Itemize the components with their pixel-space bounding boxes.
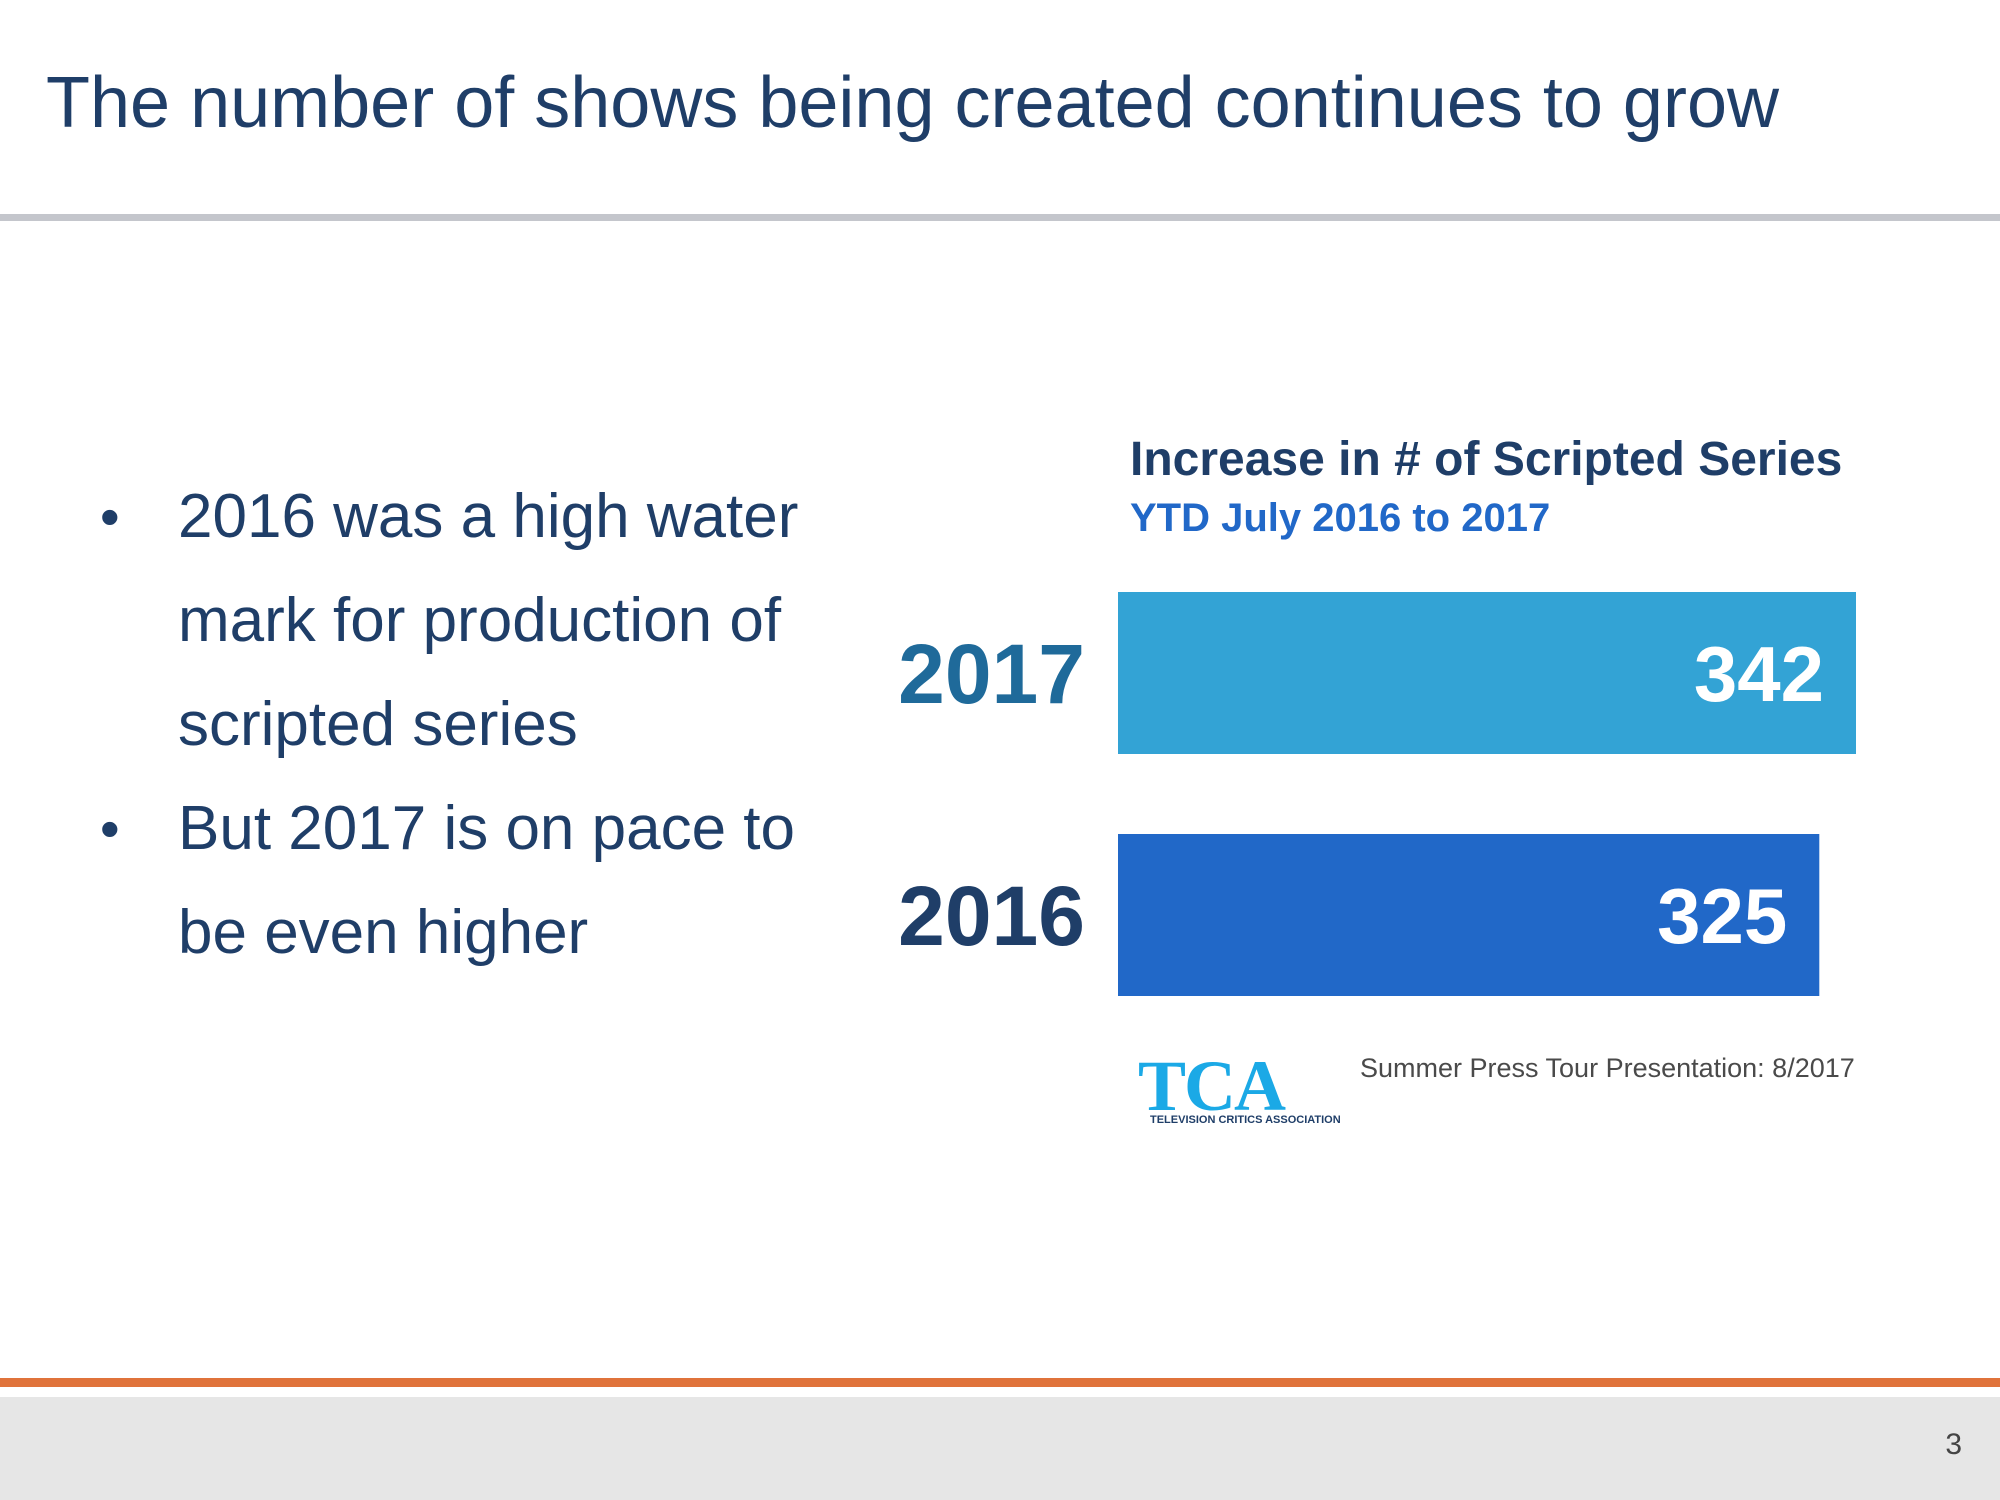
slide-title: The number of shows being created contin… xyxy=(46,63,1779,143)
tca-logo-letters: TCA xyxy=(1138,1046,1286,1126)
bar-2016 xyxy=(1118,834,1820,996)
bullet-marker: • xyxy=(100,485,120,548)
tca-logo-subtext: TELEVISION CRITICS ASSOCIATION xyxy=(1150,1114,1341,1126)
footer-accent-rule xyxy=(0,1378,2000,1387)
footer-band xyxy=(0,1397,2000,1500)
category-label-2016: 2016 xyxy=(898,869,1085,963)
title-divider xyxy=(0,214,2000,221)
tca-logo: TCA TELEVISION CRITICS ASSOCIATION xyxy=(1138,1046,1341,1130)
chart-subtitle: YTD July 2016 to 2017 xyxy=(1130,496,1551,540)
bullet-item: • But 2017 is on pace to be even higher xyxy=(100,777,800,985)
bar-2017 xyxy=(1118,592,1856,754)
bullet-marker: • xyxy=(100,797,120,860)
source-note: Summer Press Tour Presentation: 8/2017 xyxy=(1360,1050,1855,1086)
category-label-2017: 2017 xyxy=(898,627,1085,721)
bullet-text: 2016 was a high water mark for productio… xyxy=(178,482,799,759)
bullet-text: But 2017 is on pace to be even higher xyxy=(178,794,796,967)
chart-title: Increase in # of Scripted Series xyxy=(1130,433,1843,486)
value-label-2016: 325 xyxy=(1657,872,1787,960)
source-note-text: Summer Press Tour Presentation: 8/2017 xyxy=(1360,1053,1855,1083)
bullet-item: • 2016 was a high water mark for product… xyxy=(100,465,800,777)
bullet-list: • 2016 was a high water mark for product… xyxy=(100,465,800,985)
page-number: 3 xyxy=(1945,1428,1962,1461)
value-label-2017: 342 xyxy=(1694,630,1824,718)
